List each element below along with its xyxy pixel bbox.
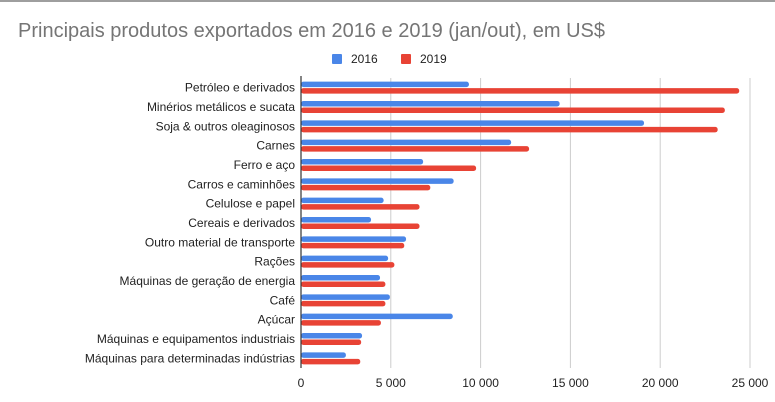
- category-label: Cereais e derivados: [188, 216, 295, 230]
- bar-2016[interactable]: [301, 313, 453, 320]
- bar-2016[interactable]: [301, 236, 407, 242]
- bar-2019[interactable]: [301, 146, 530, 152]
- category-labels: Petróleo e derivados Minérios metálicos e…: [85, 81, 295, 366]
- x-tick-label: 5 000: [376, 376, 406, 390]
- legend: 2016 2019: [0, 52, 775, 70]
- category-label: Máquinas para determinadas indústrias: [85, 351, 295, 365]
- x-tick-label: 15 000: [552, 376, 589, 390]
- category-label: Café: [270, 293, 296, 307]
- category-label: Rações: [254, 255, 295, 269]
- top-border: [0, 0, 775, 2]
- legend-label-2016: 2016: [351, 52, 378, 66]
- bar-2016[interactable]: [301, 294, 390, 300]
- legend-label-2019: 2019: [420, 52, 447, 66]
- category-label: Carros e caminhões: [188, 177, 295, 191]
- legend-item-2019[interactable]: 2019: [401, 52, 447, 66]
- chart-title: Principais produtos exportados em 2016 e…: [18, 20, 606, 42]
- category-label: Petróleo e derivados: [185, 81, 295, 95]
- bar-2019[interactable]: [301, 184, 431, 191]
- category-label: Açúcar: [258, 313, 295, 327]
- category-label: Máquinas de geração de energia: [120, 274, 296, 288]
- bar-2019[interactable]: [301, 281, 386, 288]
- bar-2016[interactable]: [301, 81, 469, 88]
- bar-2019[interactable]: [301, 300, 386, 307]
- bar-2019[interactable]: [301, 126, 718, 133]
- bar-2016[interactable]: [301, 120, 645, 126]
- gridlines: [390, 78, 751, 368]
- bar-2019[interactable]: [301, 223, 420, 230]
- category-label: Outro material de transporte: [145, 235, 295, 249]
- category-label: Ferro e aço: [234, 158, 296, 172]
- legend-item-2016[interactable]: 2016: [332, 52, 378, 66]
- bar-2016[interactable]: [301, 139, 512, 146]
- bar-2019[interactable]: [301, 320, 381, 326]
- bar-2019[interactable]: [301, 88, 740, 94]
- category-label: Soja & outros oleaginosos: [156, 119, 295, 133]
- bar-2019[interactable]: [301, 262, 395, 268]
- bar-2016[interactable]: [301, 197, 384, 204]
- x-tick-label: 0: [298, 376, 305, 390]
- bar-2019[interactable]: [301, 358, 361, 365]
- category-label: Carnes: [256, 139, 295, 153]
- bar-2016[interactable]: [301, 101, 560, 107]
- bar-2016[interactable]: [301, 159, 424, 165]
- x-tick-label: 20 000: [642, 376, 679, 390]
- bar-2016[interactable]: [301, 352, 346, 358]
- bar-2016[interactable]: [301, 178, 454, 184]
- category-label: Minérios metálicos e sucata: [147, 100, 295, 114]
- bars: [301, 81, 740, 365]
- bar-2016[interactable]: [301, 255, 389, 262]
- bar-2019[interactable]: [301, 242, 405, 249]
- category-label: Celulose e papel: [206, 197, 295, 211]
- bar-2019[interactable]: [301, 165, 477, 172]
- x-tick-label: 10 000: [462, 376, 499, 390]
- bar-2016[interactable]: [301, 333, 363, 339]
- tick-labels: 0 5 000 10 000 15 000 20 000 25 000: [298, 376, 769, 390]
- bar-2016[interactable]: [301, 217, 372, 223]
- bar-2019[interactable]: [301, 204, 420, 210]
- legend-swatch-2016: [332, 54, 342, 64]
- bar-2019[interactable]: [301, 339, 362, 346]
- category-label: Máquinas e equipamentos industriais: [97, 332, 295, 346]
- legend-swatch-2019: [401, 54, 411, 64]
- x-tick-label: 25 000: [732, 376, 769, 390]
- bar-2016[interactable]: [301, 275, 381, 281]
- bar-2019[interactable]: [301, 107, 725, 114]
